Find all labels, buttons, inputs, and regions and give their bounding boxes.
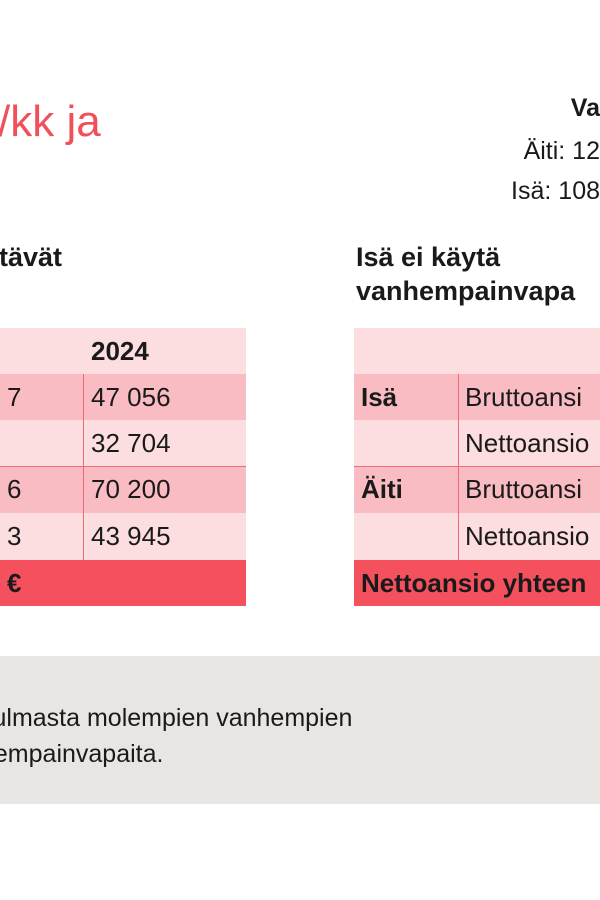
left-table-cell (0, 420, 84, 466)
left-table-cell: 43 945 (84, 513, 246, 560)
right-table-total: Nettoansio yhteen (354, 560, 600, 606)
left-section-title: ttävät (0, 242, 63, 272)
right-table-person (354, 420, 458, 466)
left-table-cell: 47 056 (84, 374, 246, 420)
note-text: kulmasta molempien vanhempien hempainvap… (0, 700, 352, 772)
right-table-cell: Nettoansio (458, 420, 600, 466)
right-table-cell: Bruttoansi (458, 466, 600, 513)
right-table-divider (354, 466, 600, 467)
right-table-cell: Nettoansio (458, 513, 600, 560)
left-table-header-cell (0, 328, 84, 374)
left-table-cell: 3 (0, 513, 84, 560)
right-table-person: Äiti (354, 466, 458, 513)
left-table-cell: 7 (0, 374, 84, 420)
headline: /kk ja (0, 97, 101, 146)
left-table-cell: 6 (0, 466, 84, 513)
right-table-cell: Bruttoansi (458, 374, 600, 420)
note-box (0, 656, 600, 804)
left-table-total: € (0, 560, 246, 606)
note-line2: hempainvapaita. (0, 740, 164, 768)
right-header-title: Va (570, 94, 600, 122)
right-table-header (354, 328, 600, 374)
left-table-divider (0, 466, 246, 467)
right-section-title-line2: vanhempainvapa (356, 276, 576, 306)
left-table-header-2024: 2024 (84, 328, 246, 374)
right-section-title: Isä ei käytä vanhempainvapa (356, 240, 575, 308)
note-line1: kulmasta molempien vanhempien (0, 704, 353, 732)
right-table-divider (458, 374, 459, 560)
right-section-title-line1: Isä ei käytä (356, 242, 501, 272)
right-table-person (354, 513, 458, 560)
left-table-cell: 70 200 (84, 466, 246, 513)
right-header-line-father: Isä: 108 (511, 177, 600, 205)
left-table-cell: 32 704 (84, 420, 246, 466)
right-header-line-mother: Äiti: 12 (523, 137, 600, 165)
left-table-divider (83, 374, 84, 560)
right-table-person: Isä (354, 374, 458, 420)
